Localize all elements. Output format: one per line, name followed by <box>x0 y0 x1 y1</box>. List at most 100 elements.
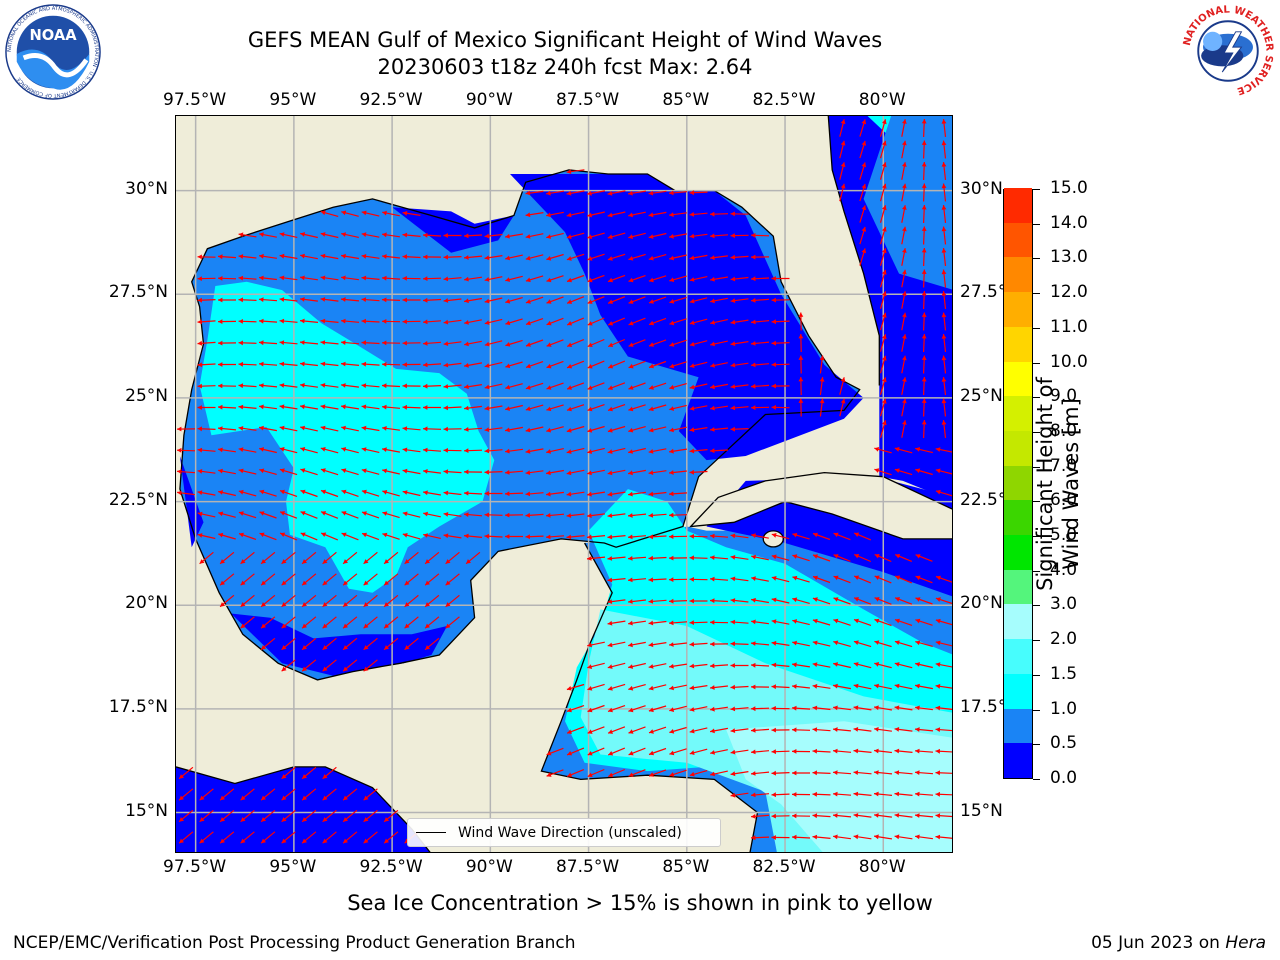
arrow-head <box>813 575 818 581</box>
wave-direction-arrow <box>941 140 947 159</box>
wave-direction-arrow <box>279 404 298 410</box>
arrow-head <box>197 426 202 432</box>
arrow-head <box>771 727 776 733</box>
wave-direction-arrow <box>730 641 749 647</box>
arrow-head <box>402 426 408 431</box>
wave-direction-arrow <box>566 726 585 734</box>
arrow-head <box>607 470 613 476</box>
wave-direction-arrow <box>798 398 804 417</box>
arrow-head <box>915 597 921 602</box>
wave-direction-arrow <box>320 340 339 345</box>
arrow-head <box>300 340 305 345</box>
wave-direction-arrow <box>709 211 729 217</box>
arrow-head <box>689 233 695 239</box>
arrow-head <box>218 319 223 324</box>
arrow-head <box>882 269 887 275</box>
wave-direction-arrow <box>587 747 605 756</box>
arrow-head <box>894 791 900 797</box>
arrow-head <box>710 427 715 432</box>
wave-direction-arrow <box>894 554 913 562</box>
lat-label-left-2: 25°N <box>125 385 168 406</box>
arrow-head <box>526 320 531 326</box>
arrow-head <box>505 277 511 282</box>
wave-direction-arrow <box>341 425 359 432</box>
arrow-head <box>322 602 328 607</box>
arrow-head <box>894 727 900 732</box>
wave-direction-arrow <box>240 831 255 844</box>
wave-direction-arrow <box>176 469 196 474</box>
wave-direction-arrow <box>260 809 276 823</box>
wave-direction-arrow <box>941 312 947 331</box>
colorbar-tick-mark <box>1033 674 1040 676</box>
arrow-head <box>220 795 225 801</box>
wave-direction-arrow <box>771 383 790 389</box>
lon-label-top-4: 87.5°W <box>555 90 620 110</box>
arrow-head <box>238 489 244 495</box>
arrow-head <box>648 255 654 261</box>
arrow-head <box>179 774 184 779</box>
arrow-head <box>608 364 614 369</box>
wave-direction-arrow <box>566 491 585 497</box>
wave-direction-arrow <box>546 317 564 326</box>
wave-direction-arrow <box>320 253 339 260</box>
arrow-head <box>882 312 887 318</box>
arrow-head <box>669 427 674 433</box>
arrow-head <box>587 364 593 369</box>
wave-direction-arrow <box>914 813 934 818</box>
wave-direction-arrow <box>874 683 892 690</box>
arrow-head <box>874 662 880 667</box>
arrow-head <box>525 190 531 196</box>
lon-label-bottom-0: 97.5°W <box>163 857 227 877</box>
lat-label-left-3: 22.5°N <box>108 489 168 510</box>
arrow-head <box>833 813 838 818</box>
wave-direction-arrow <box>258 361 278 367</box>
wave-direction-arrow <box>648 404 667 412</box>
wave-direction-arrow <box>566 360 585 369</box>
wave-direction-arrow <box>689 276 708 282</box>
arrow-head <box>505 534 510 539</box>
wave-direction-arrow <box>669 318 687 326</box>
wave-direction-arrow <box>792 770 810 776</box>
arrow-head <box>730 533 736 539</box>
wave-direction-arrow <box>853 575 872 584</box>
arrow-head <box>423 469 428 474</box>
arrow-head <box>751 362 756 368</box>
arrow-head <box>874 770 879 775</box>
wave-direction-arrow <box>238 340 257 346</box>
wave-direction-arrow <box>669 361 687 369</box>
arrow-head <box>261 795 266 801</box>
arrow-head <box>361 404 367 410</box>
wave-direction-arrow <box>197 469 216 474</box>
wave-direction-arrow <box>587 382 605 390</box>
wave-direction-arrow <box>322 573 337 586</box>
colorbar-tick-mark <box>1033 431 1040 433</box>
arrow-head <box>812 748 817 754</box>
arrow-head <box>302 559 307 564</box>
wave-direction-arrow <box>853 813 872 818</box>
wave-direction-arrow <box>217 254 237 260</box>
arrow-head <box>840 140 846 146</box>
wave-direction-arrow <box>710 297 728 304</box>
wave-direction-arrow <box>546 275 564 283</box>
arrow-head <box>792 532 798 538</box>
arrow-head <box>710 576 715 582</box>
arrow-head <box>882 377 887 383</box>
arrow-head <box>320 404 326 410</box>
arrow-head <box>792 575 798 581</box>
arrow-head <box>443 384 449 389</box>
wave-direction-arrow <box>901 398 907 417</box>
arrow-head <box>915 770 920 775</box>
arrow-head <box>607 686 613 691</box>
arrow-head <box>751 233 756 238</box>
arrow-head <box>363 817 369 822</box>
wave-direction-arrow <box>260 551 276 565</box>
wave-direction-arrow <box>730 233 749 238</box>
wave-direction-arrow <box>839 377 846 395</box>
arrow-head <box>608 385 613 390</box>
arrow-head <box>935 618 941 624</box>
arrow-head <box>259 253 264 259</box>
wave-direction-arrow <box>340 340 360 345</box>
wave-direction-arrow <box>382 232 400 238</box>
arrow-head <box>874 813 879 818</box>
arrow-head <box>771 597 777 603</box>
